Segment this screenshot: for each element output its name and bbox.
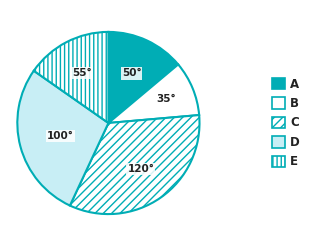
Text: 120°: 120° [127, 164, 154, 174]
Text: 35°: 35° [156, 94, 175, 104]
Wedge shape [108, 32, 178, 123]
Wedge shape [17, 71, 108, 206]
Wedge shape [108, 64, 199, 123]
Wedge shape [34, 32, 108, 123]
Wedge shape [70, 115, 199, 214]
Legend: A, B, C, D, E: A, B, C, D, E [268, 73, 305, 173]
Text: 100°: 100° [47, 131, 74, 141]
Text: 55°: 55° [73, 68, 92, 78]
Text: 50°: 50° [122, 68, 141, 78]
